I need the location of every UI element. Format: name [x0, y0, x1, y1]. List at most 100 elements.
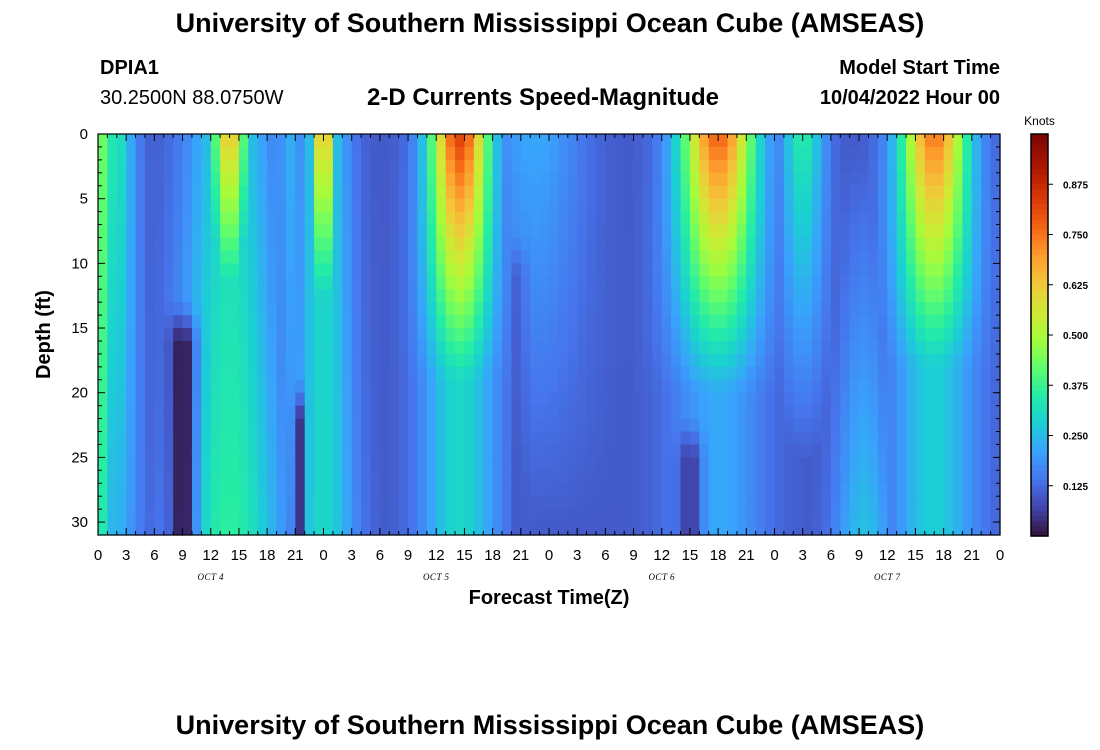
- heatmap-cell: [464, 315, 475, 329]
- heatmap-cell: [549, 289, 559, 303]
- heatmap-cell: [135, 392, 146, 407]
- heatmap-cell: [116, 237, 127, 252]
- heatmap-cell: [182, 224, 193, 239]
- heatmap-cell: [98, 431, 108, 446]
- heatmap-cell: [502, 172, 513, 187]
- heatmap-cell: [144, 146, 155, 161]
- heatmap-cell: [191, 392, 202, 407]
- heatmap-cell: [116, 340, 127, 355]
- heatmap-cell: [624, 211, 635, 226]
- heatmap-cell: [483, 172, 494, 187]
- heatmap-cell: [887, 224, 898, 239]
- heatmap-cell: [549, 211, 559, 226]
- heatmap-cell: [417, 444, 428, 458]
- heatmap-cell: [783, 392, 794, 407]
- heatmap-cell: [859, 405, 870, 420]
- heatmap-cell: [455, 302, 466, 316]
- heatmap-cell: [238, 470, 249, 484]
- heatmap-cell: [746, 457, 757, 471]
- heatmap-cell: [370, 302, 381, 316]
- heatmap-cell: [389, 340, 400, 355]
- heatmap-cell: [455, 315, 466, 329]
- heatmap-cell: [680, 496, 691, 510]
- heatmap-cell: [342, 509, 353, 523]
- heatmap-cell: [859, 340, 870, 355]
- heatmap-cell: [154, 444, 165, 458]
- heatmap-cell: [661, 405, 672, 420]
- colorbar-segment: [1031, 169, 1048, 175]
- heatmap-cell: [191, 328, 202, 342]
- heatmap-cell: [981, 444, 992, 458]
- heatmap-cell: [389, 211, 400, 226]
- heatmap-cell: [295, 470, 306, 484]
- heatmap-cell: [323, 522, 334, 536]
- heatmap-cell: [445, 418, 456, 433]
- heatmap-cell: [135, 237, 146, 252]
- heatmap-cell: [267, 224, 278, 239]
- heatmap-cell: [549, 315, 559, 329]
- heatmap-cell: [859, 457, 870, 471]
- heatmap-cell: [906, 483, 917, 497]
- heatmap-cell: [783, 289, 794, 303]
- heatmap-cell: [774, 470, 785, 484]
- colorbar-segment: [1031, 470, 1048, 477]
- heatmap-cell: [689, 198, 700, 213]
- heatmap-cell: [642, 289, 653, 303]
- heatmap-cell: [417, 328, 428, 342]
- heatmap-cell: [126, 263, 137, 277]
- heatmap-cell: [116, 250, 127, 264]
- heatmap-cell: [520, 302, 531, 316]
- heatmap-cell: [765, 483, 776, 497]
- heatmap-cell: [755, 263, 766, 277]
- heatmap-cell: [379, 328, 390, 342]
- heatmap-cell: [295, 509, 306, 523]
- heatmap-cell: [736, 483, 747, 497]
- heatmap-cell: [173, 159, 184, 174]
- heatmap-cell: [652, 496, 663, 510]
- heatmap-cell: [455, 276, 466, 290]
- heatmap-cell: [821, 237, 832, 252]
- heatmap-cell: [755, 392, 766, 407]
- colorbar-segment: [1031, 329, 1048, 336]
- heatmap-cell: [417, 366, 428, 381]
- heatmap-cell: [840, 405, 851, 420]
- heatmap-cell: [793, 328, 804, 342]
- heatmap-cell: [210, 509, 221, 523]
- heatmap-cell: [426, 444, 437, 458]
- heatmap-cell: [483, 431, 494, 446]
- heatmap-cell: [971, 159, 982, 174]
- heatmap-cell: [680, 146, 691, 161]
- heatmap-cell: [708, 366, 719, 381]
- heatmap-cell: [455, 224, 466, 239]
- heatmap-cell: [896, 289, 907, 303]
- heatmap-cell: [144, 340, 155, 355]
- heatmap-cell: [595, 470, 606, 484]
- heatmap-cell: [220, 185, 231, 200]
- heatmap-cell: [257, 276, 268, 290]
- heatmap-cell: [116, 289, 127, 303]
- heatmap-cell: [962, 276, 973, 290]
- heatmap-cell: [746, 509, 757, 523]
- heatmap-cell: [332, 263, 343, 277]
- heatmap-cell: [793, 457, 804, 471]
- heatmap-cell: [511, 237, 522, 252]
- heatmap-cell: [699, 470, 710, 484]
- heatmap-cell: [849, 405, 860, 420]
- heatmap-cell: [436, 470, 447, 484]
- heatmap-cell: [144, 366, 155, 381]
- heatmap-cell: [173, 185, 184, 200]
- heatmap-cell: [943, 353, 954, 368]
- heatmap-cell: [351, 483, 362, 497]
- heatmap-cell: [379, 457, 390, 471]
- heatmap-cell: [389, 315, 400, 329]
- heatmap-cell: [285, 496, 296, 510]
- colorbar-segment: [1031, 525, 1048, 532]
- heatmap-cell: [173, 276, 184, 290]
- heatmap-cell: [661, 289, 672, 303]
- heatmap-cell: [990, 496, 1001, 510]
- heatmap-cell: [267, 509, 278, 523]
- heatmap-cell: [755, 237, 766, 252]
- heatmap-cell: [520, 496, 531, 510]
- heatmap-cell: [201, 496, 212, 510]
- heatmap-cell: [812, 444, 823, 458]
